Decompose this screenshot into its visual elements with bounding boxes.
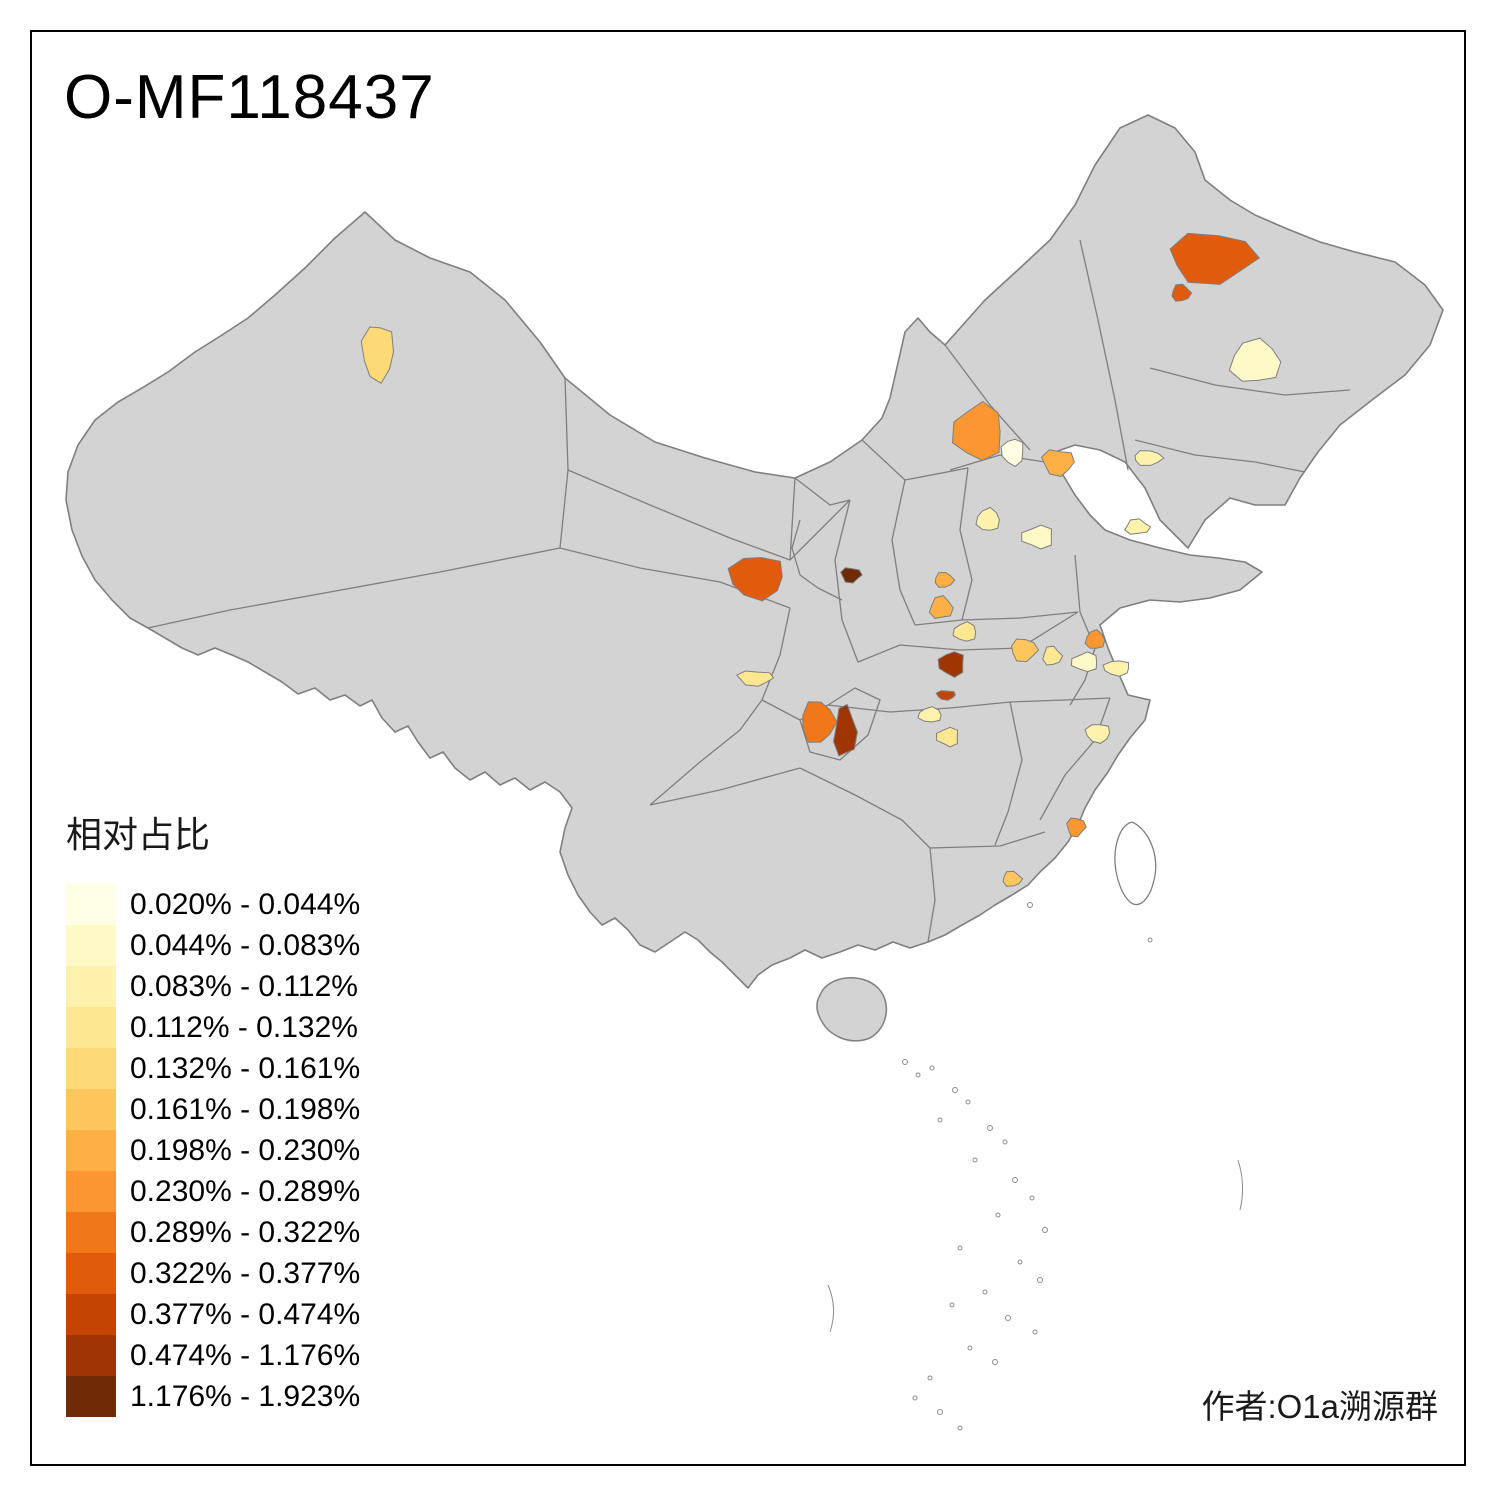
map-region bbox=[1124, 518, 1152, 535]
author-credit: 作者:O1a溯源群 bbox=[1201, 1388, 1438, 1425]
map-region bbox=[1010, 638, 1040, 663]
legend-swatch bbox=[66, 1294, 116, 1335]
legend-swatch bbox=[66, 1335, 116, 1376]
map-region bbox=[360, 326, 395, 384]
map-region bbox=[727, 556, 783, 602]
map-region bbox=[975, 506, 1000, 531]
legend-swatch bbox=[66, 1089, 116, 1130]
legend-swatch bbox=[66, 966, 116, 1007]
legend-swatch bbox=[66, 1048, 116, 1089]
map-region bbox=[1228, 337, 1282, 382]
map-region bbox=[1134, 450, 1165, 466]
legend-label: 0.289% - 0.322% bbox=[130, 1215, 361, 1249]
legend-label: 0.132% - 0.161% bbox=[130, 1051, 361, 1085]
legend-label: 0.230% - 0.289% bbox=[130, 1174, 361, 1208]
south-china-sea-islands bbox=[827, 902, 1244, 1431]
map-region bbox=[1070, 651, 1098, 673]
legend-label: 0.161% - 0.198% bbox=[130, 1092, 361, 1126]
map-region bbox=[1042, 645, 1064, 666]
map-region bbox=[735, 670, 775, 687]
map-region bbox=[1040, 449, 1075, 477]
legend-item: 0.198% - 0.230% bbox=[66, 1130, 360, 1171]
legend-label: 0.322% - 0.377% bbox=[130, 1256, 361, 1290]
map-region bbox=[1000, 438, 1024, 468]
legend-item: 0.161% - 0.198% bbox=[66, 1089, 360, 1130]
map-region bbox=[952, 621, 977, 642]
map-region bbox=[1169, 232, 1261, 285]
legend-item: 0.020% - 0.044% bbox=[66, 884, 360, 925]
legend-swatch bbox=[66, 925, 116, 966]
legend-label: 0.474% - 1.176% bbox=[130, 1338, 361, 1372]
map-region bbox=[935, 726, 959, 748]
map-region bbox=[951, 400, 1001, 461]
legend-item: 0.474% - 1.176% bbox=[66, 1335, 360, 1376]
legend-label: 0.020% - 0.044% bbox=[130, 887, 361, 921]
map-region bbox=[1084, 724, 1111, 744]
legend: 相对占比 0.020% - 0.044% 0.044% - 0.083% 0.083… bbox=[66, 806, 360, 1417]
legend-label: 0.044% - 0.083% bbox=[130, 928, 361, 962]
map-region bbox=[928, 595, 954, 619]
map-region bbox=[1171, 283, 1193, 302]
map-region bbox=[1102, 660, 1130, 677]
legend-item: 0.132% - 0.161% bbox=[66, 1048, 360, 1089]
legend-swatch bbox=[66, 1007, 116, 1048]
map-region bbox=[917, 706, 942, 723]
map-region bbox=[934, 571, 956, 588]
mainland-outline bbox=[65, 114, 1444, 989]
map-region bbox=[937, 651, 964, 678]
map-region bbox=[840, 567, 863, 584]
legend-label: 0.198% - 0.230% bbox=[130, 1133, 361, 1167]
legend-item: 0.112% - 0.132% bbox=[66, 1007, 360, 1048]
legend-swatch bbox=[66, 1212, 116, 1253]
map-region bbox=[935, 690, 956, 701]
legend-item: 0.289% - 0.322% bbox=[66, 1212, 360, 1253]
legend-swatch bbox=[66, 884, 116, 925]
map-region bbox=[1021, 524, 1053, 550]
legend-item: 0.377% - 0.474% bbox=[66, 1294, 360, 1335]
legend-label: 0.112% - 0.132% bbox=[130, 1010, 358, 1044]
legend-swatch bbox=[66, 1376, 116, 1417]
map-region bbox=[1084, 629, 1106, 649]
legend-title: 相对占比 bbox=[66, 814, 211, 855]
region-layer bbox=[360, 232, 1282, 887]
legend-items: 0.020% - 0.044% 0.044% - 0.083% 0.083% - 0… bbox=[66, 884, 360, 1417]
legend-swatch bbox=[66, 1130, 116, 1171]
province-borders bbox=[147, 239, 1351, 943]
legend-item: 0.083% - 0.112% bbox=[66, 966, 360, 1007]
map-region bbox=[1002, 870, 1024, 887]
hainan-island bbox=[816, 977, 888, 1042]
legend-item: 0.322% - 0.377% bbox=[66, 1253, 360, 1294]
legend-label: 0.083% - 0.112% bbox=[130, 969, 358, 1003]
legend-label: 1.176% - 1.923% bbox=[130, 1379, 361, 1413]
map-region bbox=[1066, 817, 1087, 838]
legend-item: 0.044% - 0.083% bbox=[66, 925, 360, 966]
legend-item: 1.176% - 1.923% bbox=[66, 1376, 360, 1417]
taiwan-island bbox=[1114, 821, 1157, 906]
map-region bbox=[802, 701, 838, 743]
map-region bbox=[832, 703, 858, 757]
page-title: O-MF118437 bbox=[64, 63, 435, 132]
legend-swatch bbox=[66, 1171, 116, 1212]
legend-label: 0.377% - 0.474% bbox=[130, 1297, 361, 1331]
legend-item: 0.230% - 0.289% bbox=[66, 1171, 360, 1212]
legend-swatch bbox=[66, 1253, 116, 1294]
